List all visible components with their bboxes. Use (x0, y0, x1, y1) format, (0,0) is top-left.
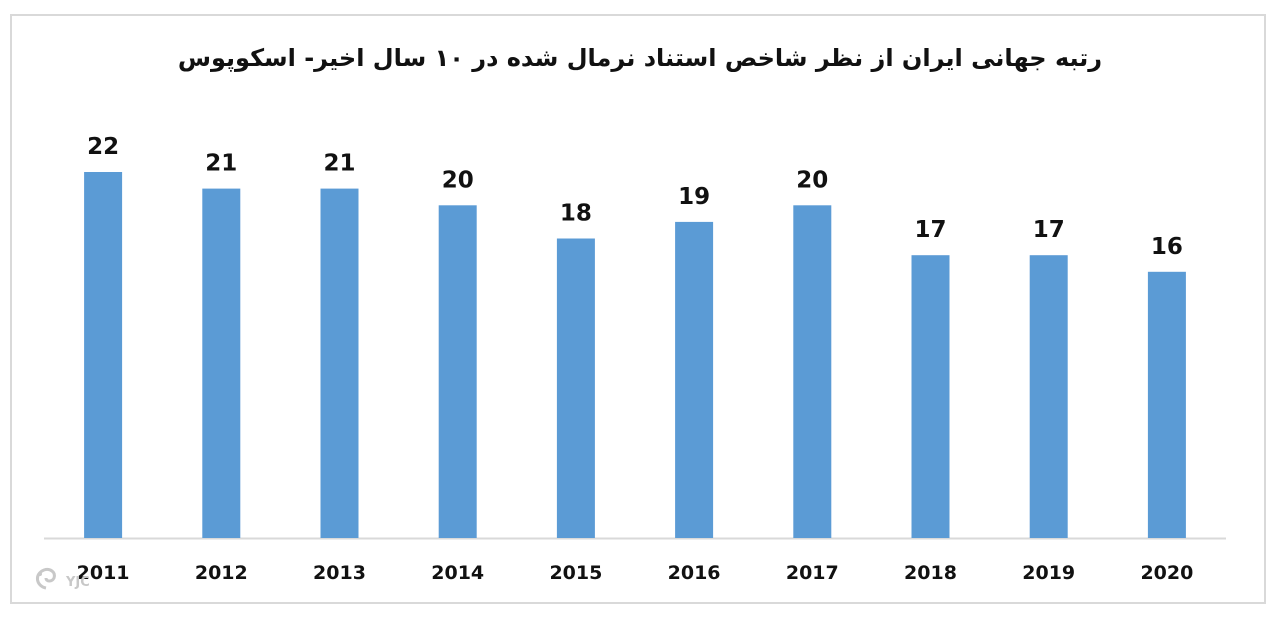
bar-2013 (320, 188, 359, 538)
bar-2020 (1147, 271, 1186, 538)
x-tick-label-2019: 2019 (1022, 562, 1075, 584)
x-tick-label-2020: 2020 (1140, 562, 1193, 584)
x-tick-label-2016: 2016 (668, 562, 721, 584)
data-label-2013: 21 (323, 151, 355, 177)
data-label-2011: 22 (87, 134, 119, 160)
data-label-2020: 16 (1151, 234, 1183, 260)
data-label-2016: 19 (678, 184, 710, 210)
yjc-logo-icon: YJC (36, 568, 90, 590)
chart-title: رتبه جهانی ایران از نظر شاخص استناد نرما… (177, 44, 1103, 72)
data-label-2019: 17 (1033, 217, 1065, 243)
x-tick-label-2012: 2012 (195, 562, 248, 584)
x-tick-label-2017: 2017 (786, 562, 839, 584)
data-label-2012: 21 (205, 151, 237, 177)
data-label-2018: 17 (914, 217, 946, 243)
bar-2019 (1029, 255, 1068, 538)
bar-2012 (202, 188, 241, 538)
bar-2015 (556, 238, 595, 538)
bar-2017 (793, 205, 832, 539)
bar-2011 (84, 172, 123, 538)
x-tick-label-2018: 2018 (904, 562, 957, 584)
data-label-2017: 20 (796, 167, 828, 193)
data-label-2014: 20 (442, 167, 474, 193)
watermark-text: YJC (65, 575, 90, 590)
x-tick-label-2015: 2015 (549, 562, 602, 584)
bar-2018 (911, 255, 950, 538)
x-tick-label-2011: 2011 (77, 562, 130, 584)
x-tick-label-2013: 2013 (313, 562, 366, 584)
data-label-2015: 18 (560, 201, 592, 227)
bar-2014 (438, 205, 477, 539)
x-tick-label-2014: 2014 (431, 562, 484, 584)
bar-2016 (675, 221, 714, 538)
